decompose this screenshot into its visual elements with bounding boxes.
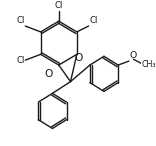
Text: Cl: Cl — [90, 16, 98, 25]
Text: Cl: Cl — [16, 56, 24, 65]
Text: O: O — [45, 69, 53, 79]
Text: O: O — [74, 53, 83, 63]
Text: Cl: Cl — [55, 1, 63, 10]
Text: O: O — [130, 51, 137, 60]
Text: Cl: Cl — [16, 16, 24, 25]
Text: CH₃: CH₃ — [142, 60, 156, 69]
